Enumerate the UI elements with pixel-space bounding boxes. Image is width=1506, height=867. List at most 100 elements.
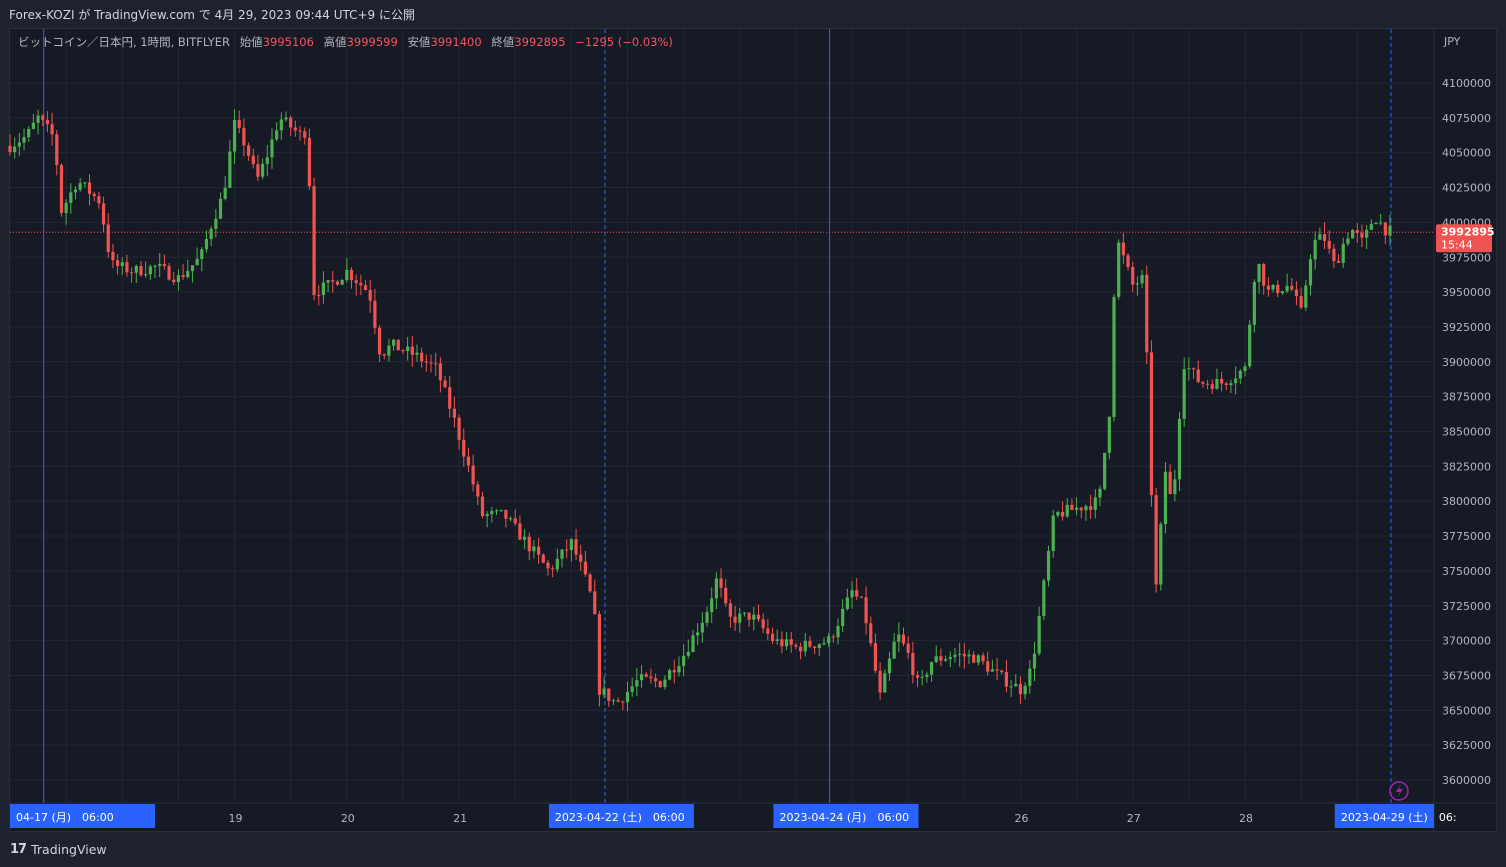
candle-down [878, 670, 882, 693]
y-tick-label: 4075000 [1442, 112, 1491, 125]
candle-up [64, 202, 68, 213]
candle-up [1098, 488, 1102, 498]
candle-down [1332, 248, 1336, 262]
publish-line: Forex-KOZI が TradingView.com で 4月 29, 20… [9, 8, 416, 22]
candle-up [663, 679, 667, 688]
candle-up [925, 674, 929, 677]
candle-up [1308, 259, 1313, 286]
candle-up [897, 634, 901, 642]
candle-up [948, 657, 952, 660]
candle-up [1187, 368, 1191, 370]
candle-down [106, 224, 110, 252]
candle-down [1196, 369, 1200, 383]
candle-up [499, 509, 503, 511]
candle-down [789, 639, 793, 645]
candle-down [906, 643, 910, 653]
candle-up [214, 218, 218, 229]
y-tick-label: 3825000 [1442, 460, 1491, 473]
candle-down [1154, 495, 1158, 585]
x-tick-label: 26 [1014, 812, 1028, 825]
lightning-icon-glyph [1396, 784, 1403, 798]
candle-down [359, 283, 363, 286]
candle-down [480, 496, 485, 516]
candle-up [326, 280, 330, 283]
candle-up [485, 514, 489, 516]
candle-down [579, 554, 583, 562]
candle-down [794, 644, 798, 647]
candle-down [728, 603, 733, 617]
candle-up [1112, 296, 1116, 417]
y-tick-label: 3875000 [1442, 391, 1491, 404]
candle-up [555, 558, 559, 570]
candle-up [677, 666, 681, 673]
candle-down [607, 688, 611, 701]
candle-up [1117, 242, 1121, 297]
close-value: 3992895 [514, 35, 566, 49]
candle-up [1140, 274, 1144, 284]
candle-down [130, 272, 134, 274]
candle-down [939, 656, 943, 661]
candle-down [111, 251, 115, 261]
candle-up [1093, 497, 1097, 510]
candle-down [92, 193, 96, 197]
candle-down [1060, 511, 1065, 517]
candle-down [761, 619, 765, 629]
candle-up [36, 115, 40, 123]
candle-down [574, 539, 578, 555]
candle-down [87, 182, 92, 194]
candle-up [275, 130, 279, 140]
candle-down [756, 614, 761, 620]
candle-down [354, 280, 358, 284]
candle-up [228, 151, 232, 188]
candle-down [167, 266, 171, 280]
candle-down [719, 578, 723, 588]
candle-up [391, 339, 396, 346]
candle-down [1224, 383, 1228, 385]
candle-down [616, 700, 620, 702]
candle-up [532, 546, 536, 552]
y-tick-label: 3650000 [1442, 704, 1491, 717]
candle-up [1163, 471, 1168, 525]
time-highlight-label: 04-17 (月) 06:00 [16, 811, 114, 824]
candle-down [546, 562, 550, 569]
candle-up [1374, 222, 1378, 224]
candle-down [653, 678, 658, 682]
candle-up [1388, 225, 1392, 236]
candle-up [803, 640, 807, 652]
candle-down [527, 536, 531, 552]
candle-up [1042, 580, 1046, 616]
candle-up [1023, 685, 1027, 695]
candle-up [1304, 285, 1308, 308]
y-tick-label: 3725000 [1442, 600, 1491, 613]
candle-down [1383, 222, 1387, 236]
lightning-icon[interactable] [1389, 781, 1409, 801]
candle-down [251, 155, 255, 165]
candle-up [279, 119, 283, 131]
candle-up [934, 656, 938, 663]
candle-down [724, 587, 728, 604]
candle-down [466, 456, 471, 466]
candle-up [630, 686, 634, 692]
candle-up [1346, 238, 1350, 244]
chart-pane[interactable] [9, 28, 1497, 832]
time-highlight-label: 2023-04-22 (土) 06:00 [555, 811, 685, 824]
candle-down [289, 117, 293, 128]
candle-down [1201, 382, 1205, 384]
candle-down [1327, 240, 1331, 249]
candle-down [1079, 507, 1083, 511]
candle-up [1252, 282, 1256, 325]
candle-down [644, 674, 648, 677]
candle-up [845, 597, 849, 609]
y-tick-label: 3625000 [1442, 739, 1491, 752]
candle-up [176, 275, 181, 283]
candle-up [190, 265, 195, 272]
tradingview-brand[interactable]: 17 TradingView [10, 842, 107, 857]
candle-up [775, 639, 779, 642]
candle-down [410, 346, 414, 355]
candle-down [513, 518, 517, 524]
y-tick-label: 3750000 [1442, 565, 1491, 578]
candle-up [738, 613, 742, 623]
high-value: 3999599 [346, 35, 398, 49]
symbol-legend: ビットコイン／日本円, 1時間, BITFLYER 始値3995106 高値39… [18, 34, 673, 50]
